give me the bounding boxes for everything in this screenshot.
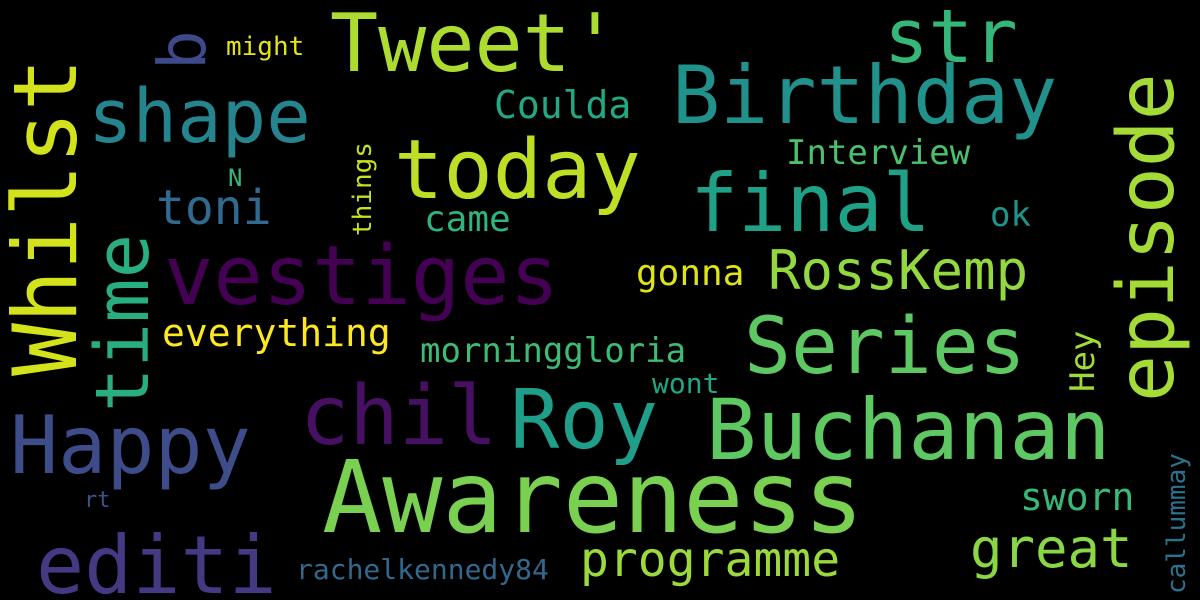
word-tweet: Tweet' — [330, 0, 619, 90]
word-editi: editi — [36, 519, 277, 600]
word-ok: ok — [990, 195, 1031, 235]
word-birthday: Birthday — [672, 49, 1058, 142]
word-great: great — [970, 517, 1133, 580]
word-programme: programme — [580, 532, 841, 588]
word-today: today — [394, 123, 641, 218]
word-episode: episode — [1102, 73, 1192, 402]
word-hey: Hey — [1063, 330, 1103, 392]
word-series: Series — [744, 302, 1026, 392]
word-time: time — [80, 233, 166, 412]
word-whilst: Whilst — [0, 58, 97, 376]
word-awareness: Awareness — [322, 439, 864, 556]
word-callummay: callummay — [1162, 453, 1192, 594]
word-everything: everything — [162, 311, 391, 355]
word-rt: rt — [84, 488, 111, 513]
word-rosskemp: RossKemp — [768, 239, 1029, 302]
word-roy: Roy — [510, 373, 659, 468]
word-morninggloria: morninggloria — [420, 331, 687, 371]
word-final: final — [690, 157, 931, 250]
word-str: str — [884, 0, 1018, 80]
word-vestiges: vestiges — [164, 229, 559, 324]
word-coulda: Coulda — [494, 83, 632, 127]
word-might: might — [226, 32, 305, 62]
word-buchanan: Buchanan — [706, 381, 1111, 479]
word-rachelkennedy84: rachelkennedy84 — [296, 553, 549, 586]
word-interview: Interview — [786, 133, 971, 173]
word-came: came — [424, 199, 511, 240]
word-n: N — [228, 164, 243, 192]
word-chil: chil — [300, 369, 498, 464]
word-shape: shape — [88, 74, 311, 160]
word-sworn: sworn — [1020, 475, 1135, 519]
word-b: b — [144, 30, 221, 70]
word-things: things — [348, 142, 378, 236]
word-happy: Happy — [10, 399, 251, 492]
word-gonna: gonna — [636, 253, 745, 294]
word-wont: wont — [652, 367, 720, 400]
word-toni: toni — [156, 180, 272, 236]
